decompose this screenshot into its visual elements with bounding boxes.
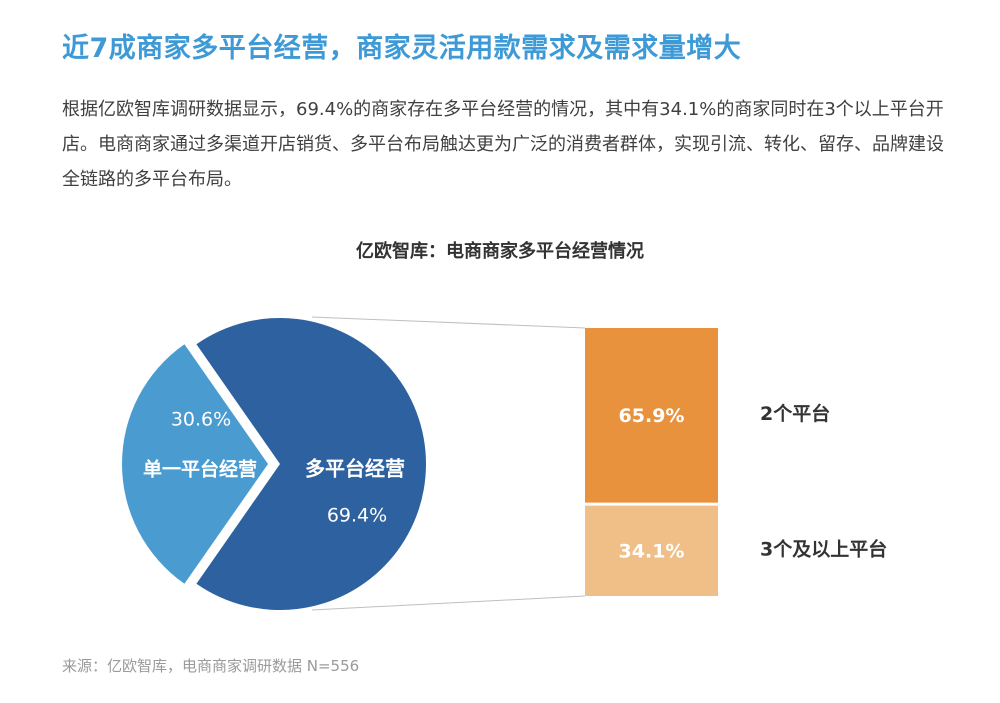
chart-title: 亿欧智库：电商商家多平台经营情况 [356,241,644,262]
connector-line-bottom [311,595,586,611]
chart-connectors [311,316,586,611]
bar-value-label-2: 34.1% [619,540,685,562]
summary-paragraph: 根据亿欧智库调研数据显示，69.4%的商家存在多平台经营的情况，其中有34.1%… [62,99,944,190]
bar-segment-1 [585,328,718,503]
bar-category-label-1: 2个平台 [760,402,830,425]
pie-category-label-single: 单一平台经营 [143,458,257,481]
page-title: 近7成商家多平台经营，商家灵活用款需求及需求量增大 [62,33,742,64]
connector-line-top [311,316,586,329]
stacked-bar: 65.9% 2个平台 34.1% 3个及以上平台 [585,328,887,596]
pie-chart: 30.6% 单一平台经营 多平台经营 69.4% [122,317,426,610]
pie-slice-multi-platform [196,317,426,610]
bar-value-label-1: 65.9% [619,405,685,427]
source-note: 来源：亿欧智库，电商商家调研数据 N=556 [62,657,360,675]
pie-category-label-multi: 多平台经营 [305,457,405,481]
pie-slice-single-platform [122,344,269,584]
pie-value-label-multi: 69.4% [327,505,387,527]
pie-value-label-single: 30.6% [171,409,231,431]
bar-category-label-2: 3个及以上平台 [760,537,887,560]
bar-segment-2 [585,505,718,596]
